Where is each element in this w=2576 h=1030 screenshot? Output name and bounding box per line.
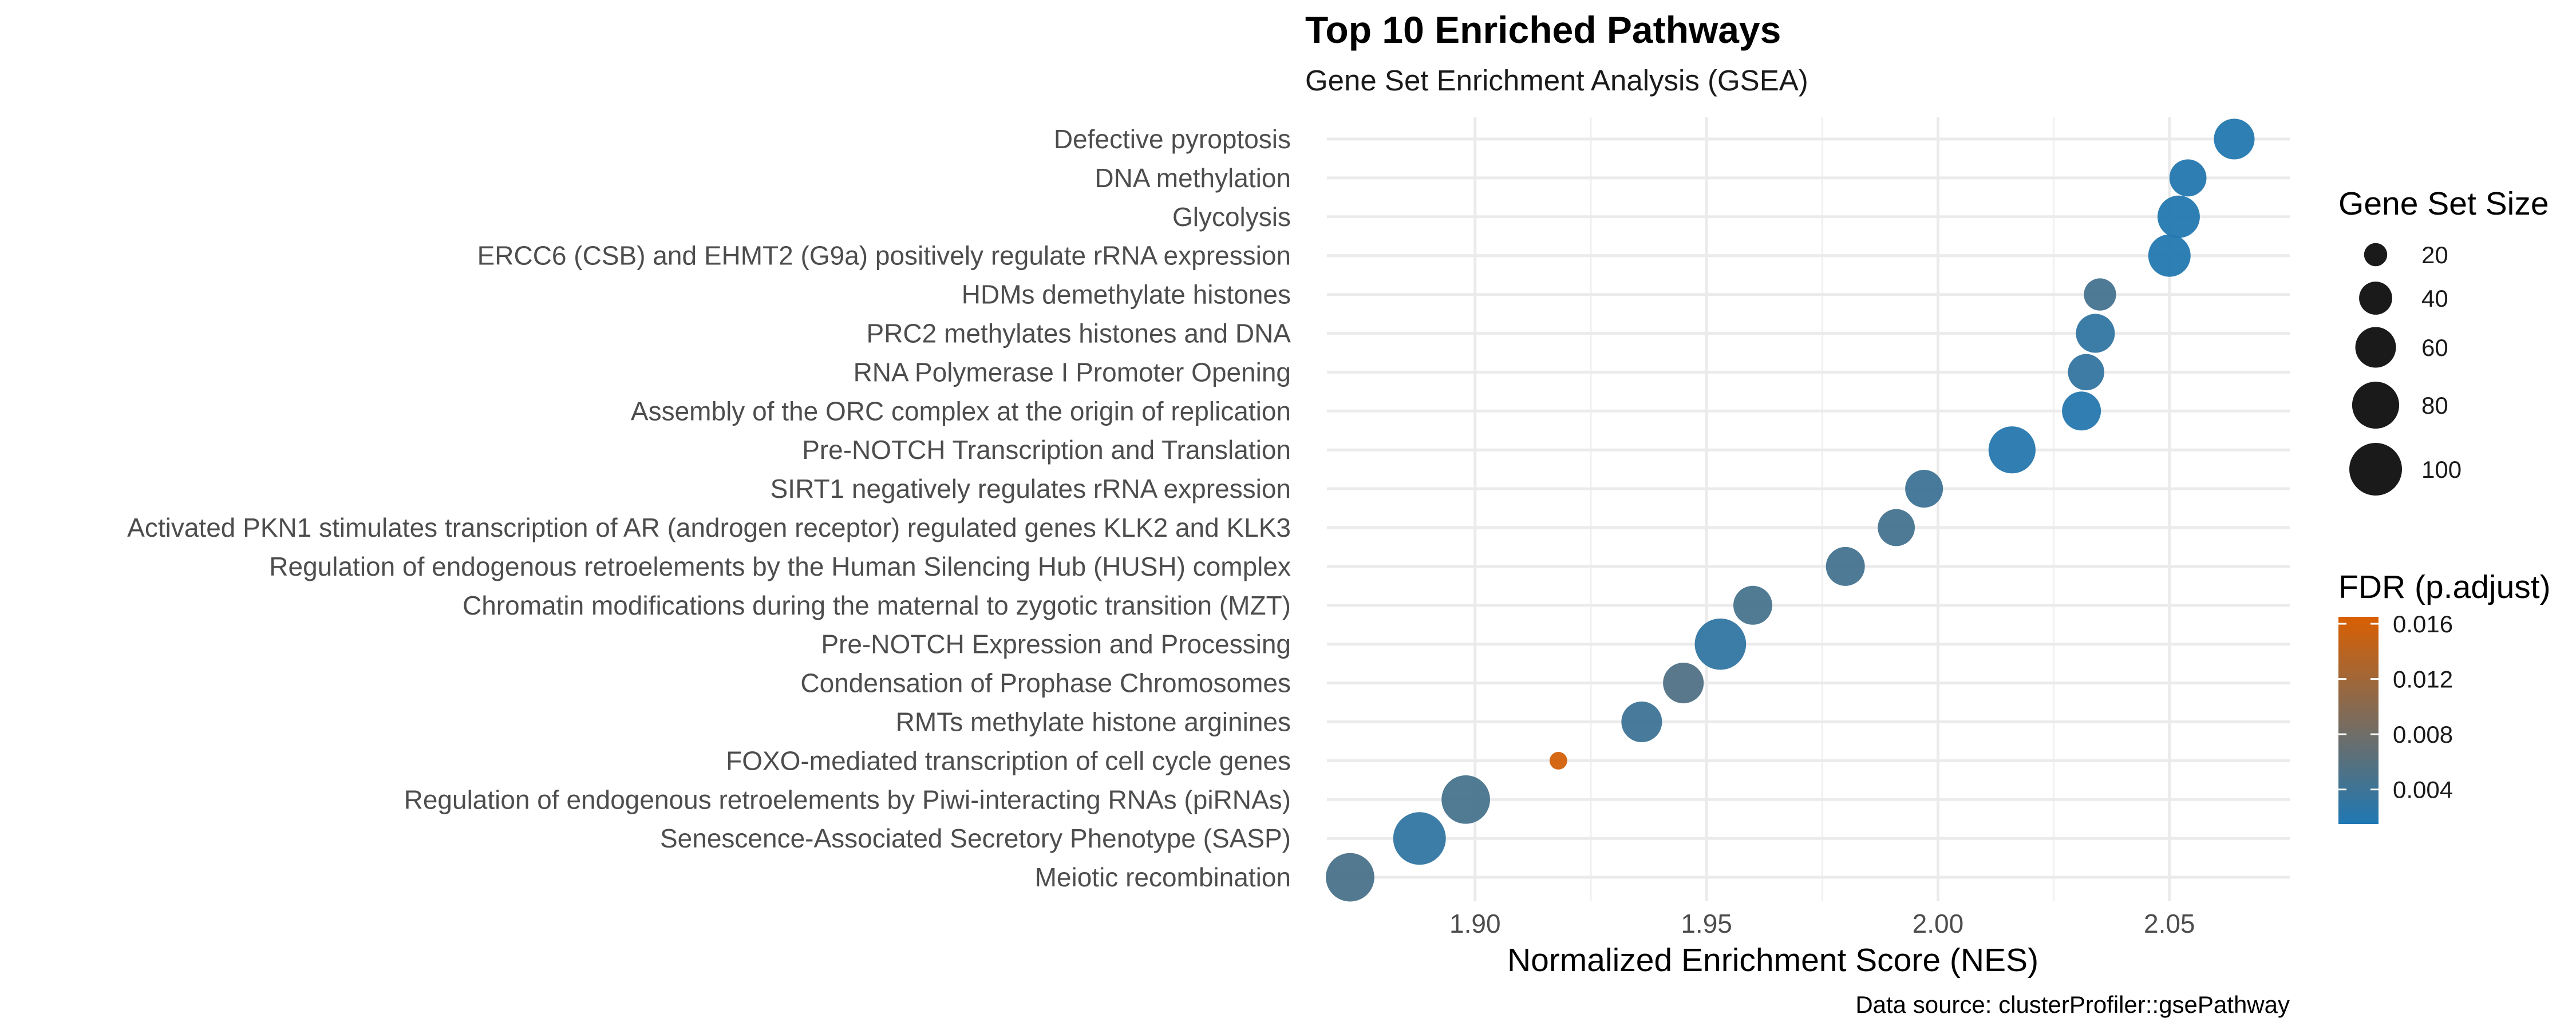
y-tick-label: Meiotic recombination (1035, 862, 1291, 892)
y-tick-label: Regulation of endogenous retroelements b… (269, 552, 1291, 581)
data-point (1549, 751, 1567, 770)
size-legend-label: 40 (2421, 285, 2448, 312)
data-point (1988, 426, 2036, 474)
y-tick-label: Activated PKN1 stimulates transcription … (127, 513, 1291, 542)
data-point (2214, 118, 2255, 160)
data-point (2148, 234, 2191, 277)
y-tick-label: Senescence-Associated Secretory Phenotyp… (660, 823, 1291, 853)
size-legend-key (2359, 282, 2392, 315)
y-tick-label: Condensation of Prophase Chromosomes (800, 668, 1291, 698)
data-point (2062, 391, 2101, 431)
color-legend-label: 0.012 (2393, 666, 2453, 693)
chart-subtitle: Gene Set Enrichment Analysis (GSEA) (1305, 64, 1808, 97)
plot-panel: Defective pyroptosis DNA methylation Glyco… (127, 117, 2290, 938)
data-point (2157, 195, 2200, 238)
data-point (1826, 546, 1865, 586)
color-legend-title: FDR (p.adjust) (2338, 569, 2551, 605)
size-legend-key (2364, 243, 2388, 267)
data-point (2076, 314, 2115, 353)
color-legend-label: 0.008 (2393, 721, 2453, 748)
size-legend-key (2349, 443, 2402, 496)
y-tick-label: FOXO-mediated transcription of cell cycl… (726, 746, 1291, 775)
y-tick-label: ERCC6 (CSB) and EHMT2 (G9a) positively r… (477, 241, 1291, 271)
y-tick-label: HDMs demethylate histones (962, 280, 1291, 310)
data-point (1663, 663, 1704, 704)
y-tick-label: DNA methylation (1095, 163, 1291, 193)
y-tick-label: Pre-NOTCH Expression and Processing (821, 629, 1291, 659)
y-tick-label: RMTs methylate histone arginines (896, 707, 1291, 737)
y-tick-label: PRC2 methylates histones and DNA (867, 319, 1291, 348)
size-legend-label: 20 (2421, 241, 2448, 268)
data-point (1393, 812, 1446, 865)
x-tick-label: 1.95 (1681, 909, 1732, 938)
y-tick-label: Chromatin modifications during the mater… (463, 591, 1291, 620)
data-point (2068, 354, 2104, 391)
color-legend: FDR (p.adjust) 0.004 0.008 0.012 0.016 (2338, 569, 2551, 824)
x-tick-label: 2.00 (1913, 909, 1964, 938)
y-tick-label: Defective pyroptosis (1054, 124, 1291, 154)
data-point (2084, 278, 2116, 311)
data-point (1441, 775, 1490, 824)
data-point (2169, 159, 2207, 197)
y-tick-label: Assembly of the ORC complex at the origi… (631, 396, 1291, 426)
color-legend-bar (2338, 617, 2379, 824)
chart-title: Top 10 Enriched Pathways (1305, 9, 1781, 51)
caption: Data source: clusterProfiler::gsePathway (1855, 991, 2290, 1018)
data-point (1733, 585, 1772, 625)
y-tick-label: Pre-NOTCH Transcription and Translation (802, 435, 1291, 465)
data-point (1621, 701, 1662, 743)
x-tick-label: 1.90 (1449, 909, 1501, 938)
data-point (1878, 509, 1915, 546)
size-legend-key (2355, 327, 2396, 368)
y-tick-label: RNA Polymerase I Promoter Opening (854, 357, 1291, 387)
data-point (1905, 470, 1943, 508)
color-legend-label: 0.016 (2393, 611, 2453, 637)
color-legend-label: 0.004 (2393, 777, 2453, 803)
size-legend: Gene Set Size 20 40 60 80 100 (2338, 185, 2549, 496)
size-legend-label: 80 (2421, 392, 2448, 419)
data-point (1694, 618, 1747, 670)
y-tick-label: Glycolysis (1172, 202, 1291, 232)
size-legend-title: Gene Set Size (2338, 185, 2549, 222)
x-tick-label: 2.05 (2144, 909, 2195, 938)
y-tick-label: Regulation of endogenous retroelements b… (404, 785, 1291, 814)
data-point (1326, 853, 1374, 902)
size-legend-label: 100 (2421, 456, 2462, 483)
x-axis-label: Normalized Enrichment Score (NES) (1507, 942, 2038, 978)
size-legend-label: 60 (2421, 334, 2448, 361)
size-legend-key (2352, 381, 2400, 429)
y-tick-label: SIRT1 negatively regulates rRNA expressi… (771, 474, 1291, 504)
